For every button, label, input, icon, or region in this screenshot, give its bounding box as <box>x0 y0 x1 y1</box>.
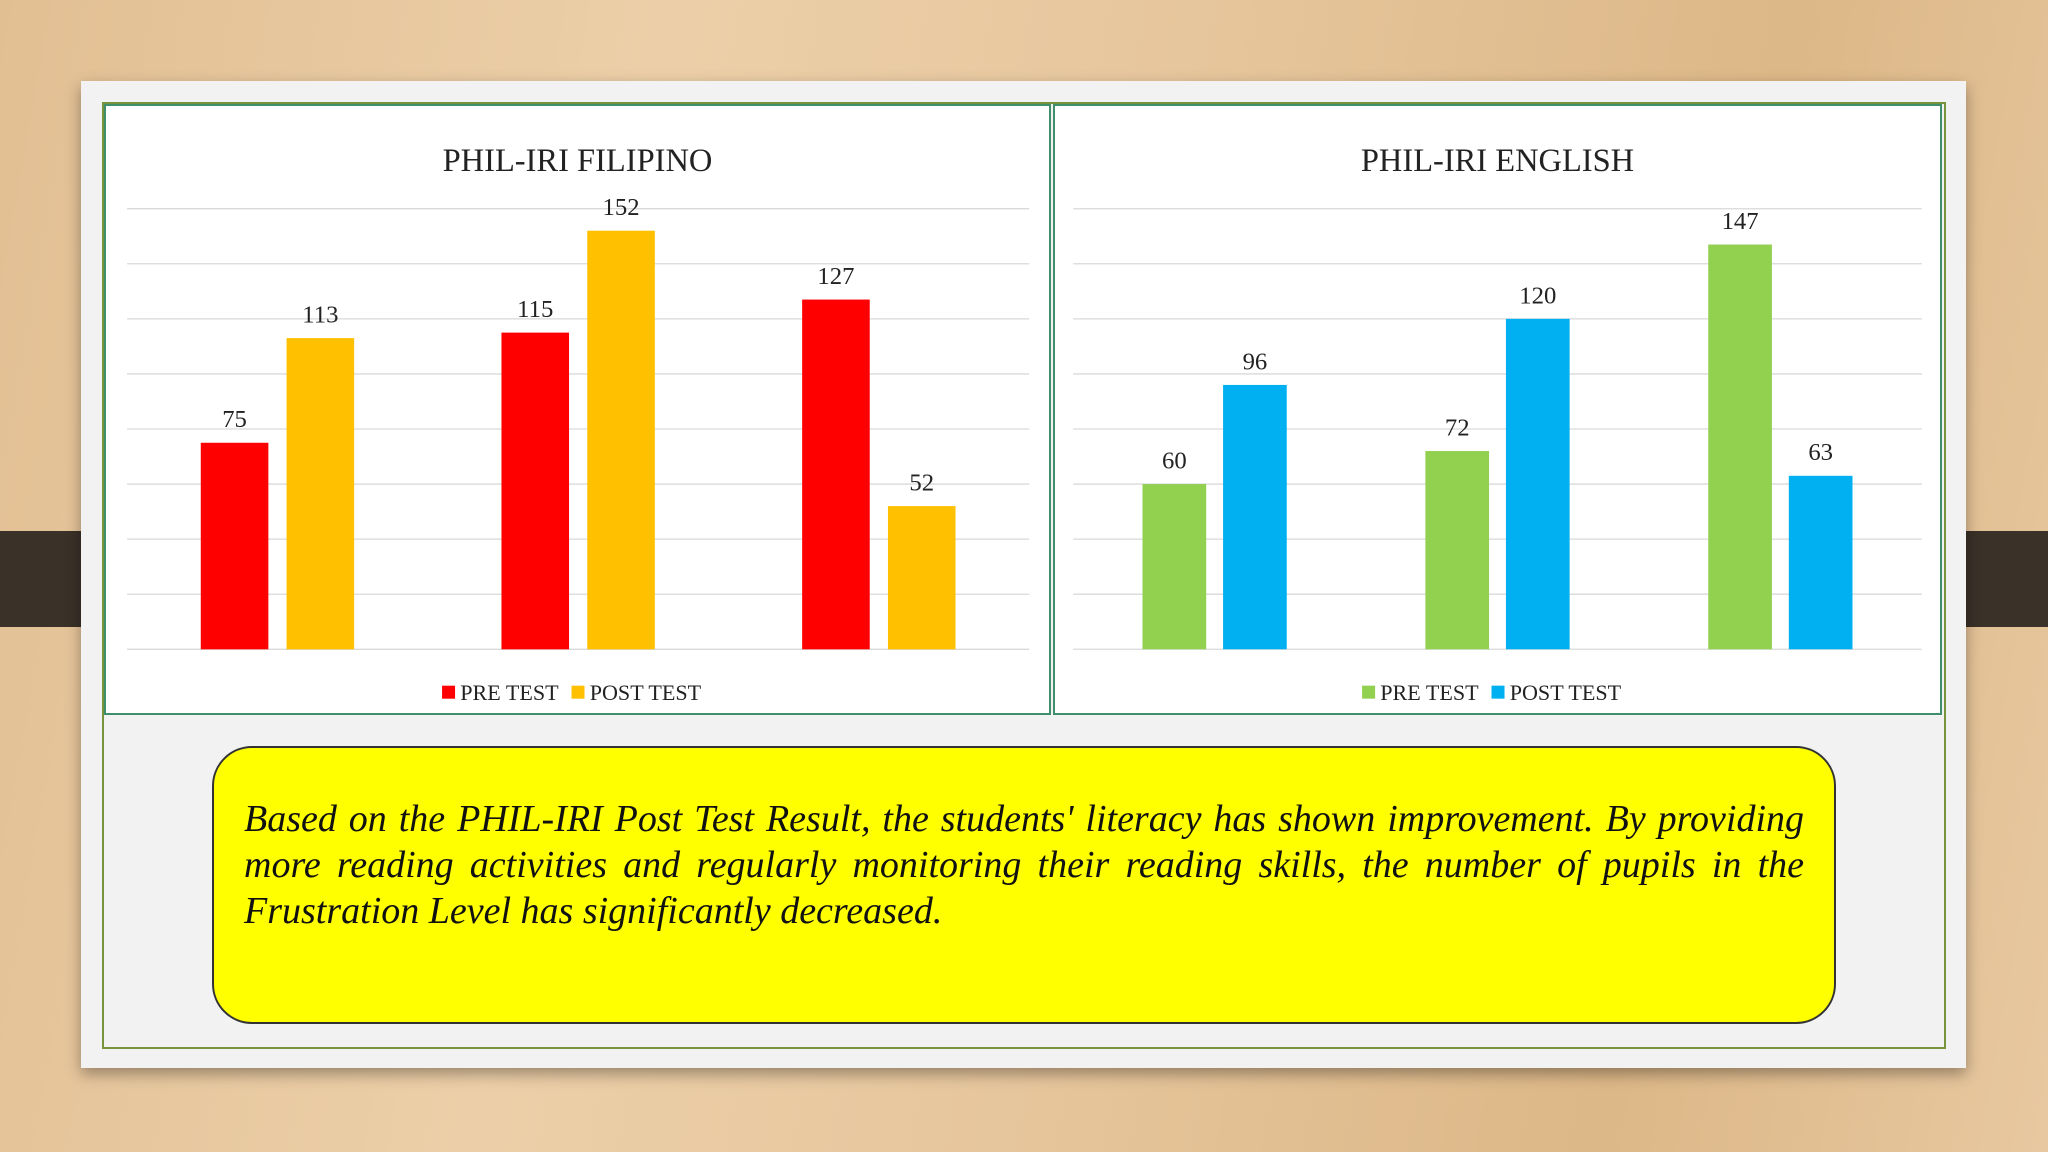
chart-panel: PHIL-IRI ENGLISH 60 96 72 120 147 63 PRE TEST PO… <box>1053 104 1942 715</box>
bar <box>200 442 269 650</box>
caption-box: Based on the PHIL-IRI Post Test Result, … <box>212 746 1836 1024</box>
data-label: 147 <box>1722 208 1759 235</box>
bar <box>1142 484 1207 650</box>
chart: PHIL-IRI ENGLISH 60 96 72 120 147 63 PRE TEST PO… <box>1073 143 1922 705</box>
bar <box>1708 244 1772 650</box>
legend-label: PRE TEST <box>1380 680 1479 705</box>
bar <box>587 230 655 650</box>
data-label: 120 <box>1519 282 1556 309</box>
data-label: 115 <box>517 296 553 323</box>
slide: PHIL-IRI FILIPINO 75 113 115 152 127 52 PRE TES… <box>81 81 1966 1068</box>
data-label: 63 <box>1808 439 1833 466</box>
legend-label: POST TEST <box>1510 680 1622 705</box>
bar <box>1425 451 1490 650</box>
chart: PHIL-IRI FILIPINO 75 113 115 152 127 52 PRE TES… <box>127 143 1030 705</box>
data-label: 75 <box>222 406 247 433</box>
legend-swatch <box>1491 685 1505 699</box>
bar <box>286 338 355 650</box>
legend-swatch <box>571 685 585 699</box>
data-label: 60 <box>1162 447 1187 474</box>
bar <box>501 332 570 650</box>
chart-panel: PHIL-IRI FILIPINO 75 113 115 152 127 52 PRE TES… <box>104 104 1051 715</box>
data-label: 113 <box>302 302 338 329</box>
caption: Based on the PHIL-IRI Post Test Result, … <box>244 798 1804 932</box>
bar <box>1223 384 1287 650</box>
data-label: 127 <box>817 263 854 290</box>
chart-title: PHIL-IRI FILIPINO <box>443 143 713 179</box>
legend-label: POST TEST <box>590 680 702 705</box>
bar <box>1788 475 1853 650</box>
legend-swatch <box>442 685 456 699</box>
data-label: 52 <box>909 470 934 497</box>
frame <box>102 102 1946 1049</box>
chart-title: PHIL-IRI ENGLISH <box>1361 143 1634 179</box>
bar <box>802 299 870 650</box>
legend-label: PRE TEST <box>460 680 559 705</box>
bar <box>1505 318 1570 650</box>
bar <box>887 506 956 650</box>
legend-swatch <box>1362 685 1376 699</box>
data-label: 152 <box>603 194 640 221</box>
data-label: 96 <box>1243 348 1268 375</box>
data-label: 72 <box>1445 414 1470 441</box>
